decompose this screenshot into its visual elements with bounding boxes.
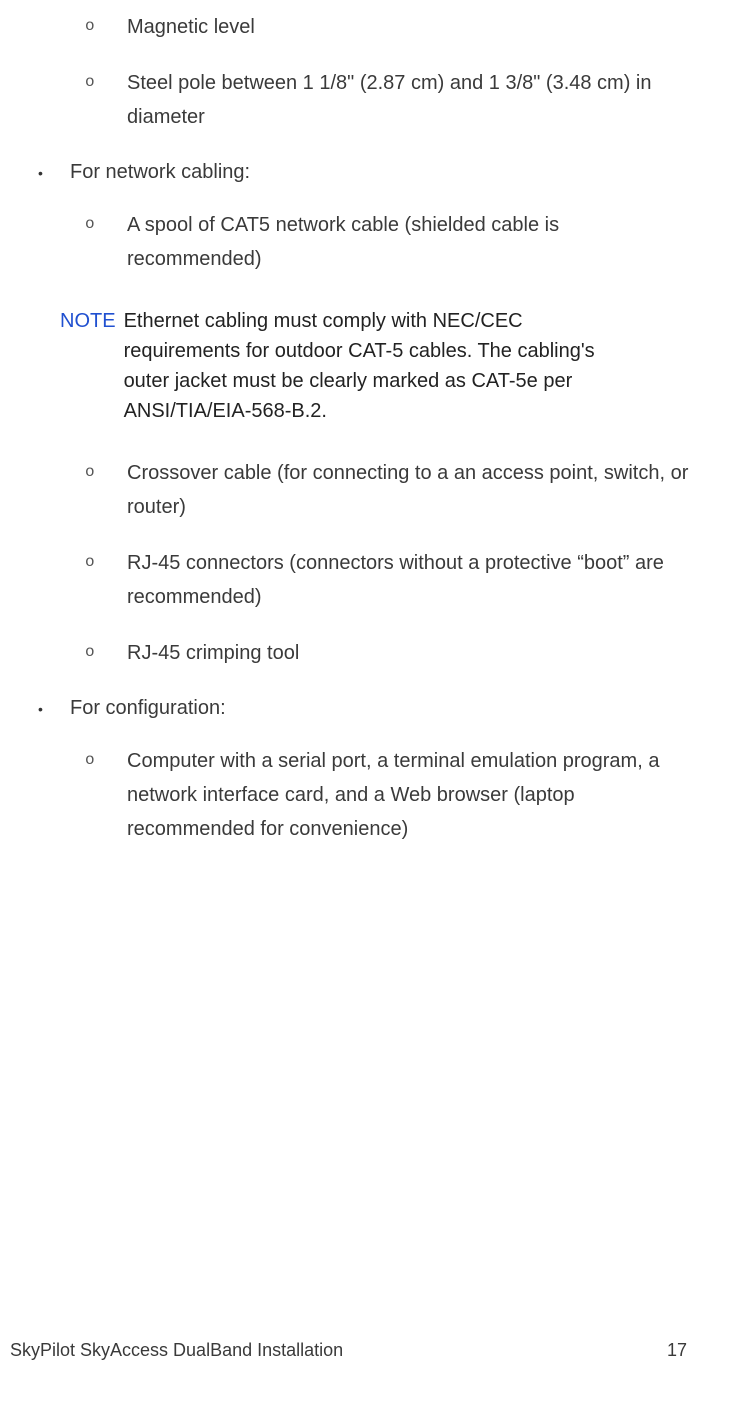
list-item-text: Magnetic level	[127, 10, 699, 44]
circle-bullet-icon: o	[85, 10, 127, 44]
page-number: 17	[667, 1340, 699, 1361]
list-item-text: A spool of CAT5 network cable (shielded …	[127, 208, 699, 276]
list-item: o Steel pole between 1 1/8" (2.87 cm) an…	[30, 66, 699, 134]
circle-bullet-icon: o	[85, 744, 127, 846]
list-item-text: RJ-45 connectors (connectors without a p…	[127, 546, 699, 614]
note-block: NOTE Ethernet cabling must comply with N…	[60, 306, 699, 426]
list-item-text: RJ-45 crimping tool	[127, 636, 699, 670]
dot-bullet-icon: •	[30, 692, 70, 724]
list-item: • For network cabling:	[30, 156, 699, 188]
list-item: o Computer with a serial port, a termina…	[30, 744, 699, 846]
circle-bullet-icon: o	[85, 208, 127, 276]
circle-bullet-icon: o	[85, 546, 127, 614]
document-content: o Magnetic level o Steel pole between 1 …	[30, 10, 699, 846]
dot-bullet-icon: •	[30, 156, 70, 188]
circle-bullet-icon: o	[85, 456, 127, 524]
list-item: o A spool of CAT5 network cable (shielde…	[30, 208, 699, 276]
page-footer: SkyPilot SkyAccess DualBand Installation…	[0, 1340, 729, 1361]
circle-bullet-icon: o	[85, 636, 127, 670]
list-item-text: Computer with a serial port, a terminal …	[127, 744, 699, 846]
note-label: NOTE	[60, 306, 124, 426]
list-item: o Crossover cable (for connecting to a a…	[30, 456, 699, 524]
list-item: o RJ-45 crimping tool	[30, 636, 699, 670]
footer-title: SkyPilot SkyAccess DualBand Installation	[10, 1340, 343, 1361]
list-item-text: For network cabling:	[70, 156, 699, 188]
list-item: o RJ-45 connectors (connectors without a…	[30, 546, 699, 614]
circle-bullet-icon: o	[85, 66, 127, 134]
note-text: Ethernet cabling must comply with NEC/CE…	[124, 306, 604, 426]
list-item-text: Crossover cable (for connecting to a an …	[127, 456, 699, 524]
list-item-text: For configuration:	[70, 692, 699, 724]
list-item: o Magnetic level	[30, 10, 699, 44]
list-item: • For configuration:	[30, 692, 699, 724]
list-item-text: Steel pole between 1 1/8" (2.87 cm) and …	[127, 66, 699, 134]
